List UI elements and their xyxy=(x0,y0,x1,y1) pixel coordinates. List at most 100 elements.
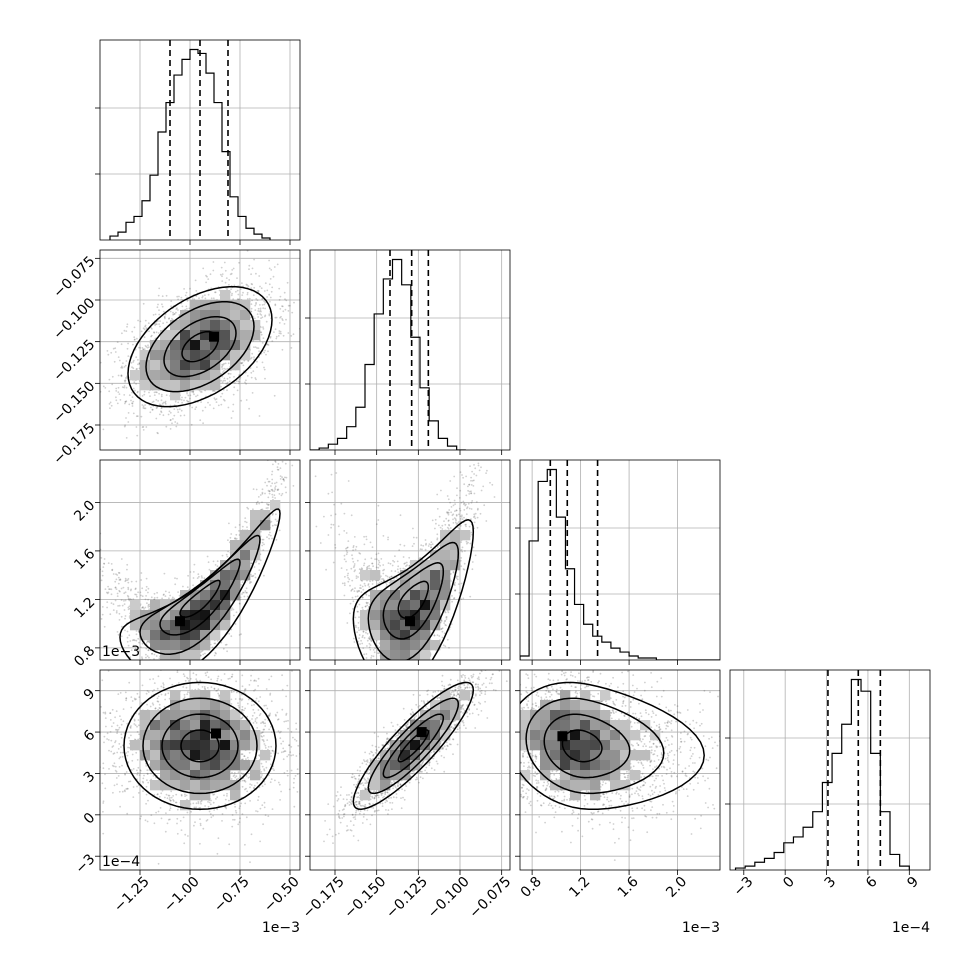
contour-line xyxy=(159,558,241,636)
contour-line xyxy=(382,713,445,779)
y-tick-label: 0.8 xyxy=(71,643,98,670)
contour-line xyxy=(180,729,220,763)
contour-line xyxy=(525,697,665,795)
contour-line xyxy=(123,681,277,811)
contour-line xyxy=(139,534,261,655)
axes-frame xyxy=(309,249,511,451)
y-tick-label: 1.2 xyxy=(71,594,98,621)
y-tick-label: 3 xyxy=(81,768,99,786)
y-tick-label: 0 xyxy=(81,810,99,828)
pair-panel-2-1 xyxy=(309,459,511,661)
y-tick-label: 6 xyxy=(81,727,99,745)
axes-frame xyxy=(519,669,721,871)
x-tick-label: 1.2 xyxy=(566,874,593,901)
x-tick-label: −0.175 xyxy=(300,874,348,922)
y-tick-label: −0.175 xyxy=(50,420,98,468)
axes-frame xyxy=(99,39,301,241)
axes-frame xyxy=(309,459,511,661)
panel-content xyxy=(100,460,300,660)
x-offset-label: 1e−3 xyxy=(262,920,300,936)
x-offset-label: 1e−4 xyxy=(892,920,930,936)
contour-line xyxy=(367,697,460,795)
y-tick-label: 1.6 xyxy=(71,546,98,573)
x-tick-label: −1.25 xyxy=(111,874,153,916)
x-tick-label: 6 xyxy=(863,874,881,892)
x-tick-label: 1.6 xyxy=(615,874,642,901)
y-tick-label: −0.125 xyxy=(50,337,98,385)
ticks-2-1 xyxy=(305,502,503,665)
x-tick-label: −1.00 xyxy=(161,874,203,916)
contour-line xyxy=(127,285,273,408)
histogram-bars xyxy=(520,468,720,660)
x-tick-label: −0.100 xyxy=(425,874,473,922)
contour-line xyxy=(179,579,221,618)
pair-panel-3-2 xyxy=(519,669,721,871)
panel-content xyxy=(520,670,720,870)
axes-frame xyxy=(99,669,301,871)
density-peak xyxy=(557,731,568,742)
histogram-bars xyxy=(734,678,910,870)
x-tick-label: −3 xyxy=(731,874,757,900)
y-tick-label: 2.0 xyxy=(71,497,98,524)
panel-content xyxy=(310,670,510,870)
x-tick-label: −0.150 xyxy=(341,874,389,922)
density-peak xyxy=(175,616,185,627)
y-tick-label: −3 xyxy=(72,851,98,877)
contour-line xyxy=(520,681,705,810)
axes-frame xyxy=(519,459,721,661)
hist-panel-3 xyxy=(729,669,931,871)
ticks-3-2 xyxy=(515,690,678,875)
x-tick-label: 2.0 xyxy=(663,874,690,901)
axes-frame xyxy=(309,669,511,871)
hist-grid xyxy=(730,670,930,870)
hist-grid xyxy=(520,460,720,660)
pair-panel-1-0 xyxy=(99,249,301,451)
hist-panel-0 xyxy=(99,39,301,241)
contour-line xyxy=(367,541,460,660)
x-tick-label: 0 xyxy=(780,874,798,892)
hist-grid xyxy=(310,250,510,450)
x-tick-label: −0.50 xyxy=(261,874,303,916)
ticks-2-0 xyxy=(95,502,291,665)
pair-panel-3-0 xyxy=(99,669,301,871)
density-peak xyxy=(405,616,415,627)
y-offset-label: 1e−3 xyxy=(102,644,140,660)
contour-line xyxy=(142,697,258,795)
density-peak xyxy=(211,728,221,739)
ticks-1-0 xyxy=(95,257,291,455)
histogram-bars xyxy=(109,48,271,240)
contour-line xyxy=(352,519,475,660)
x-tick-label: −0.75 xyxy=(211,874,253,916)
x-tick-label: 9 xyxy=(904,874,922,892)
panel-content xyxy=(310,460,510,660)
axes-frame xyxy=(99,249,301,451)
hist-panel-2 xyxy=(519,459,721,661)
ticks-1-1 xyxy=(305,317,503,455)
density-cells xyxy=(520,690,661,801)
contour-line xyxy=(397,580,430,619)
contour-line xyxy=(145,300,255,393)
panel-content xyxy=(100,250,300,450)
histogram-bars xyxy=(310,258,466,450)
y-tick-label: −0.075 xyxy=(50,253,98,301)
y-offset-label: 1e−4 xyxy=(102,854,140,870)
x-tick-label: 3 xyxy=(822,874,840,892)
density-peak xyxy=(416,727,427,738)
x-offset-label: 1e−3 xyxy=(682,920,720,936)
ticks-3-1 xyxy=(305,690,503,875)
contour-line xyxy=(163,315,237,378)
density-peak xyxy=(209,331,219,342)
x-tick-label: 0.8 xyxy=(518,874,545,901)
contour-line xyxy=(119,508,281,660)
axes-frame xyxy=(729,669,931,871)
contour-line xyxy=(382,562,445,640)
y-tick-label: −0.100 xyxy=(50,295,98,343)
y-tick-label: −0.150 xyxy=(50,378,98,426)
ticks-0-0 xyxy=(95,107,291,245)
hist-panel-1 xyxy=(309,249,511,451)
x-tick-label: −0.125 xyxy=(383,874,431,922)
axes-frame xyxy=(99,459,301,661)
density-cells xyxy=(130,290,261,401)
pair-panel-2-0 xyxy=(99,459,301,661)
